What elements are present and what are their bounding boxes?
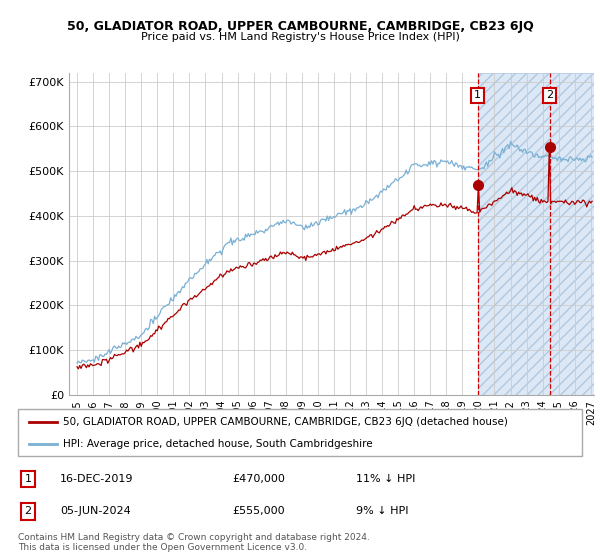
Text: This data is licensed under the Open Government Licence v3.0.: This data is licensed under the Open Gov…	[18, 543, 307, 552]
Text: HPI: Average price, detached house, South Cambridgeshire: HPI: Average price, detached house, Sout…	[63, 438, 373, 449]
Bar	[478, 73, 594, 395]
Text: 2: 2	[25, 506, 32, 516]
Text: 11% ↓ HPI: 11% ↓ HPI	[356, 474, 416, 484]
Text: Price paid vs. HM Land Registry's House Price Index (HPI): Price paid vs. HM Land Registry's House …	[140, 32, 460, 42]
Text: 50, GLADIATOR ROAD, UPPER CAMBOURNE, CAMBRIDGE, CB23 6JQ (detached house): 50, GLADIATOR ROAD, UPPER CAMBOURNE, CAM…	[63, 417, 508, 427]
Text: 2: 2	[546, 90, 553, 100]
Text: £555,000: £555,000	[232, 506, 285, 516]
Text: 16-DEC-2019: 16-DEC-2019	[60, 474, 134, 484]
Text: Contains HM Land Registry data © Crown copyright and database right 2024.: Contains HM Land Registry data © Crown c…	[18, 533, 370, 542]
Bar	[478, 73, 594, 395]
Text: 05-JUN-2024: 05-JUN-2024	[60, 506, 131, 516]
FancyBboxPatch shape	[18, 409, 582, 456]
Text: 1: 1	[25, 474, 32, 484]
Text: 9% ↓ HPI: 9% ↓ HPI	[356, 506, 409, 516]
Text: 50, GLADIATOR ROAD, UPPER CAMBOURNE, CAMBRIDGE, CB23 6JQ: 50, GLADIATOR ROAD, UPPER CAMBOURNE, CAM…	[67, 20, 533, 32]
Text: £470,000: £470,000	[232, 474, 285, 484]
Text: 1: 1	[474, 90, 481, 100]
